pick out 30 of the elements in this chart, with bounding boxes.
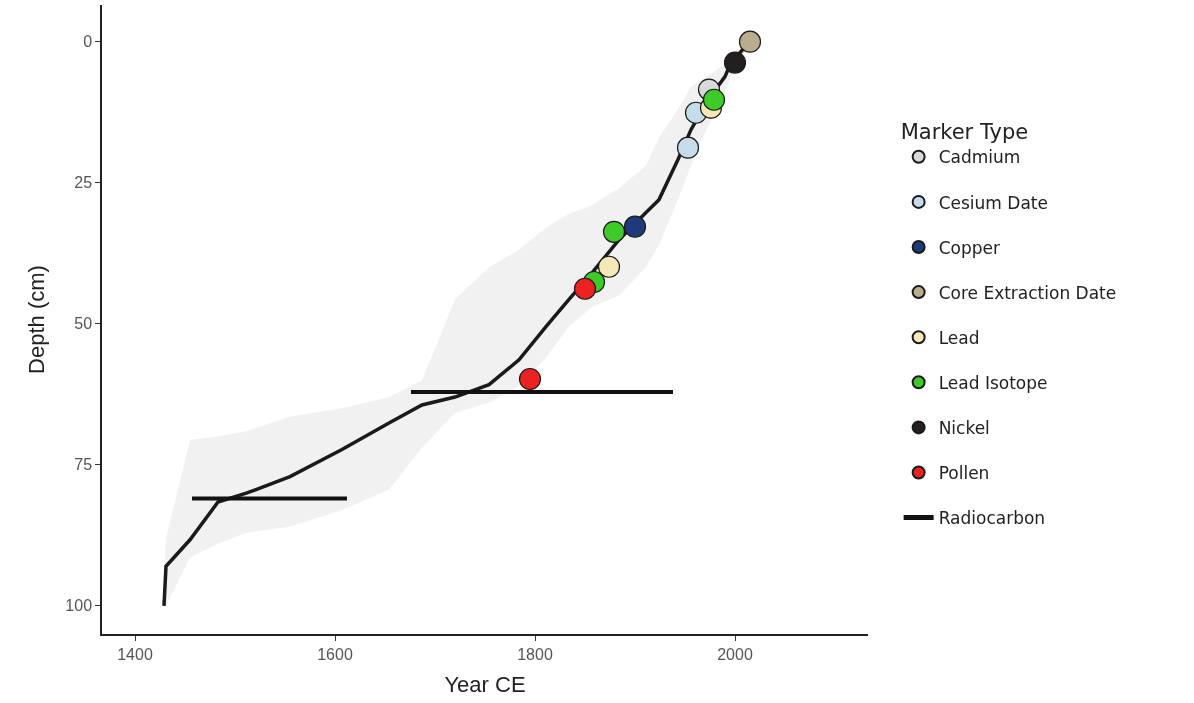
y-tick-label: 0 bbox=[83, 33, 93, 51]
y-tick-label: 50 bbox=[74, 315, 93, 333]
legend-label: Cesium Date bbox=[938, 192, 1048, 213]
legend-title: Marker Type bbox=[900, 120, 1029, 145]
point bbox=[602, 220, 626, 243]
y-tick-label: 100 bbox=[65, 597, 93, 615]
x-tick-label: 2000 bbox=[717, 645, 753, 663]
legend-label: Lead Isotope bbox=[938, 372, 1048, 393]
point bbox=[573, 277, 597, 300]
legend-label: Lead bbox=[938, 327, 980, 348]
point bbox=[623, 215, 647, 238]
point bbox=[723, 51, 747, 74]
y-tick-label: 75 bbox=[74, 456, 93, 474]
legend-label: Core Extraction Date bbox=[938, 282, 1117, 303]
x-tick-label: 1400 bbox=[117, 645, 153, 663]
x-tick-label: 1800 bbox=[517, 645, 553, 663]
point bbox=[597, 255, 621, 278]
legend-label: Pollen bbox=[938, 463, 990, 484]
x-axis-title: Year CE bbox=[444, 672, 526, 698]
x-tick-label: 1600 bbox=[317, 645, 353, 663]
legend-label: Radiocarbon bbox=[938, 508, 1046, 529]
point bbox=[738, 30, 762, 53]
y-tick-label: 25 bbox=[74, 174, 93, 192]
legend-label: Copper bbox=[938, 237, 1000, 258]
point bbox=[702, 88, 726, 111]
point bbox=[676, 136, 700, 159]
y-axis-title: Depth (cm) bbox=[23, 265, 49, 374]
legend-label: Nickel bbox=[938, 418, 990, 439]
point bbox=[518, 367, 542, 391]
legend-label: Cadmium bbox=[938, 147, 1021, 168]
